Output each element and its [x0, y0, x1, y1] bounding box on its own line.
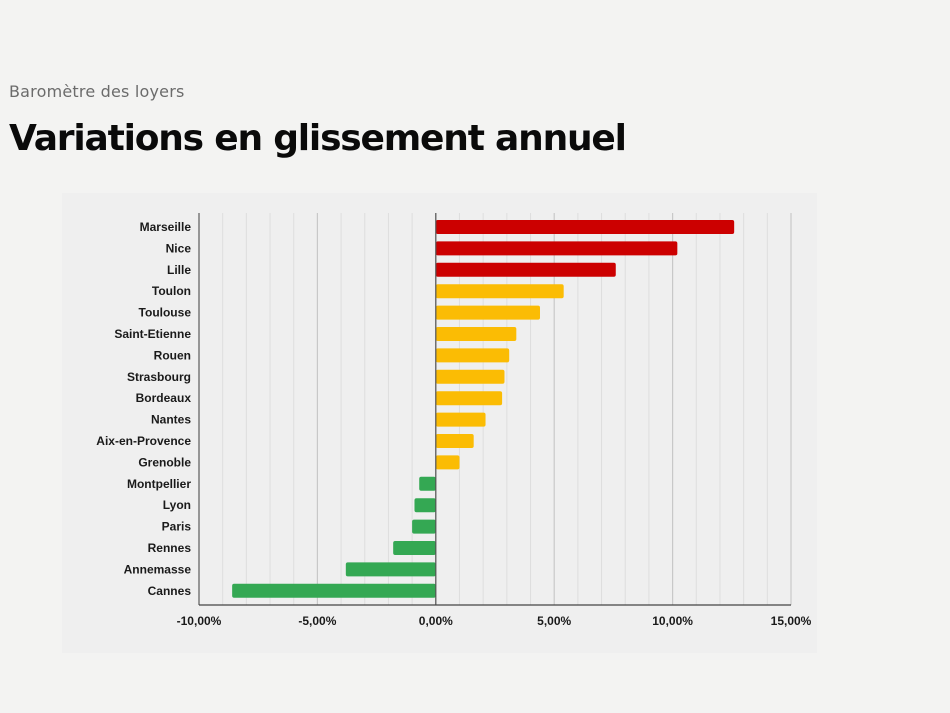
bar-grenoble	[435, 455, 460, 470]
x-tick-label: 0,00%	[419, 614, 453, 628]
page-title: Variations en glissement annuel	[9, 118, 627, 159]
bar-toulon	[435, 284, 564, 299]
category-label: Lyon	[163, 498, 191, 512]
category-label: Toulouse	[139, 306, 192, 320]
chart-panel: Marseille Nice Lille Toulon Toulouse Saint-Et…	[62, 193, 817, 653]
bar-lille	[435, 262, 616, 277]
category-label: Nantes	[151, 413, 191, 427]
bar-aix-en-provence	[435, 434, 474, 448]
bar-annemasse	[345, 562, 436, 577]
category-label: Nice	[166, 241, 192, 255]
bar-rennes	[393, 541, 436, 555]
bar-cannes	[232, 583, 436, 598]
x-tick-label: -5,00%	[298, 614, 336, 628]
category-label: Strasbourg	[127, 370, 191, 384]
category-label: Marseille	[140, 220, 192, 234]
x-tick-label: -10,00%	[177, 614, 222, 628]
x-tick-label: 15,00%	[771, 614, 812, 628]
category-label: Saint-Etienne	[114, 327, 191, 341]
bar-chart: Marseille Nice Lille Toulon Toulouse Saint-Et…	[96, 213, 812, 628]
category-label: Rennes	[148, 541, 192, 555]
category-label: Aix-en-Provence	[96, 434, 191, 448]
category-label: Annemasse	[124, 562, 192, 576]
bar-strasbourg	[435, 369, 505, 384]
category-label: Rouen	[154, 348, 191, 362]
category-label: Bordeaux	[136, 391, 192, 405]
category-label: Cannes	[148, 584, 192, 598]
category-label: Grenoble	[138, 455, 191, 469]
bar-nice	[435, 241, 678, 256]
category-label: Montpellier	[127, 477, 191, 491]
page-subtitle: Baromètre des loyers	[9, 82, 185, 101]
bar-nantes	[435, 412, 486, 427]
bar-rouen	[435, 348, 510, 363]
bar-montpellier	[419, 476, 436, 491]
bar-toulouse	[435, 305, 540, 320]
x-tick-label: 5,00%	[537, 614, 571, 628]
category-label: Lille	[167, 263, 191, 277]
bar-paris	[412, 519, 436, 534]
bar-bordeaux	[435, 391, 503, 406]
bar-lyon	[414, 498, 436, 513]
category-label: Paris	[162, 520, 192, 534]
category-label: Toulon	[152, 284, 191, 298]
x-tick-label: 10,00%	[652, 614, 693, 628]
bar-saint-etienne	[435, 327, 517, 341]
bar-marseille	[435, 220, 735, 234]
